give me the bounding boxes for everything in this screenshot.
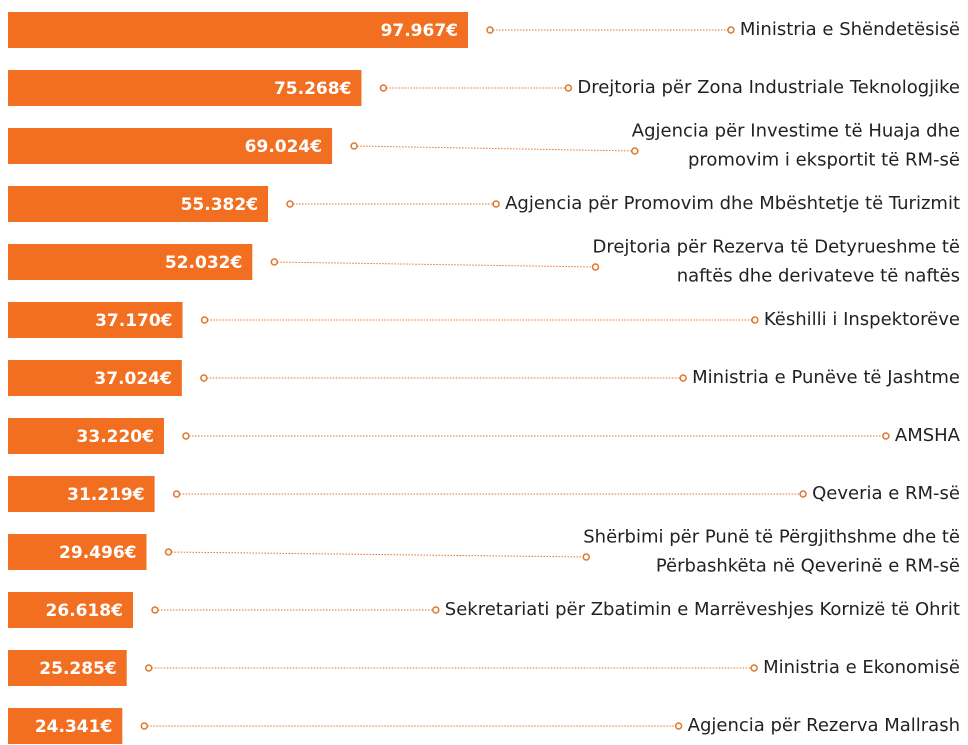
category-label: Qeveria e RM-së (812, 483, 960, 504)
leader-line (274, 261, 596, 268)
leader-line (168, 551, 587, 558)
leader-dot (182, 432, 190, 440)
leader-dot (564, 84, 573, 92)
leader-dot (591, 263, 600, 271)
category-label: Sekretariati për Zbatimin e Marrëveshjes… (445, 599, 960, 620)
value-label: 75.268€ (274, 79, 351, 99)
bar (8, 650, 127, 686)
bar (8, 302, 183, 338)
category-label: Këshilli i Inspektorëve (764, 309, 960, 330)
value-label: 69.024€ (245, 137, 322, 157)
leader-dot (286, 200, 294, 208)
leader-dot (631, 147, 639, 155)
leader-dot (727, 26, 735, 34)
category-label: Ministria e Ekonomisë (763, 657, 960, 678)
leader-dot (882, 432, 890, 440)
bar (8, 128, 333, 164)
leader-dot (350, 142, 358, 150)
leader-dot (486, 26, 494, 34)
category-label: Drejtoria për Zona Industriale Teknologj… (577, 77, 960, 98)
value-label: 55.382€ (181, 195, 258, 215)
value-label: 97.967€ (381, 21, 458, 41)
bar (8, 360, 182, 396)
bar (8, 244, 253, 280)
leader-dot (379, 84, 388, 92)
bar (8, 418, 164, 454)
value-label: 29.496€ (59, 543, 136, 563)
category-label: Ministria e Shëndetësisë (740, 19, 960, 40)
value-label: 31.219€ (67, 485, 144, 505)
leader-dot (140, 722, 149, 730)
category-label: Shërbimi për Punë të Përgjithshme dhe të… (583, 527, 960, 577)
leader-dot (582, 553, 590, 561)
leader-dot (151, 606, 159, 614)
bar (8, 592, 133, 628)
category-label: Agjencia për Promovim dhe Mbështetje të … (505, 193, 960, 214)
bar (8, 708, 123, 744)
category-label: AMSHA (895, 425, 961, 446)
category-label: Drejtoria për Rezerva të Detyrueshme të n… (592, 237, 960, 287)
value-label: 24.341€ (35, 717, 112, 737)
bar (8, 186, 269, 222)
leader-dot (432, 606, 440, 614)
bar (8, 534, 147, 570)
leader-dot (799, 490, 807, 498)
value-label: 37.024€ (94, 369, 171, 389)
category-label: Agjencia për Rezerva Mallrash (688, 715, 960, 736)
category-label: Ministria e Punëve të Jashtme (692, 367, 960, 388)
leader-dot (270, 258, 279, 266)
value-label: 37.170€ (95, 311, 172, 331)
leader-dot (200, 374, 208, 382)
value-label: 52.032€ (165, 253, 242, 273)
bar (8, 476, 155, 512)
value-label: 26.618€ (46, 601, 123, 621)
value-label: 33.220€ (77, 427, 154, 447)
leader-dot (492, 200, 500, 208)
bar (8, 12, 468, 48)
leader-dot (172, 490, 181, 498)
leader-dot (164, 548, 173, 556)
leader-line (354, 145, 635, 152)
leader-dot (200, 316, 209, 324)
leader-dot (679, 374, 687, 382)
leader-dot (144, 664, 153, 672)
bar (8, 70, 362, 106)
leader-dot (674, 722, 683, 730)
value-label: 25.285€ (39, 659, 116, 679)
leader-dot (751, 316, 759, 324)
leader-dot (750, 664, 758, 672)
category-label: Agjencia për Investime të Huaja dhe promo… (632, 121, 960, 171)
